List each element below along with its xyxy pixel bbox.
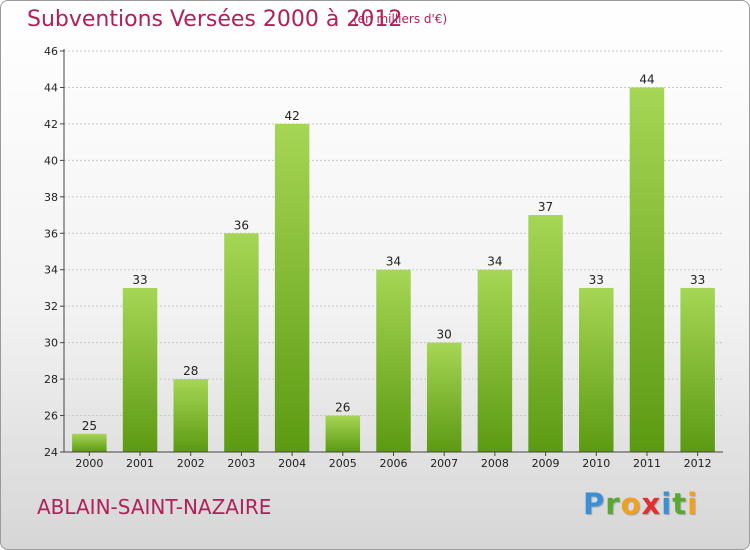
bar-2004 bbox=[274, 123, 310, 452]
logo-letter: x bbox=[641, 487, 662, 521]
value-label-2000: 25 bbox=[82, 419, 97, 433]
value-label-2007: 30 bbox=[437, 328, 452, 342]
x-tick-label-2008: 2008 bbox=[481, 457, 509, 470]
bar-2001 bbox=[122, 287, 158, 452]
y-tick-label: 38 bbox=[44, 191, 58, 204]
x-tick-label-2000: 2000 bbox=[75, 457, 103, 470]
value-label-2002: 28 bbox=[183, 364, 198, 378]
logo-letter: r bbox=[605, 487, 621, 521]
y-tick-label: 26 bbox=[44, 410, 58, 423]
x-tick-label-2003: 2003 bbox=[227, 457, 255, 470]
bar-2002 bbox=[173, 379, 208, 452]
bar-2005 bbox=[325, 415, 361, 452]
bar-2008 bbox=[477, 269, 513, 452]
y-tick-label: 28 bbox=[44, 373, 58, 386]
x-tick-label-2010: 2010 bbox=[582, 457, 610, 470]
x-tick-label-2002: 2002 bbox=[177, 457, 205, 470]
y-tick-label: 36 bbox=[44, 227, 58, 240]
labels: 24 26 28 30 32 34 36 38 40 42 44 46 25 2000 33 2001 28 20… bbox=[44, 45, 712, 470]
x-tick-label-2006: 2006 bbox=[380, 457, 408, 470]
logo-letter: P bbox=[583, 487, 606, 521]
proxiti-logo: Proxiti bbox=[583, 487, 698, 521]
x-tick-label-2009: 2009 bbox=[532, 457, 560, 470]
bar-2007 bbox=[426, 342, 462, 452]
bar-2011 bbox=[629, 87, 665, 453]
y-tick-label: 46 bbox=[44, 45, 58, 58]
value-label-2003: 36 bbox=[234, 218, 249, 232]
bar-2010 bbox=[579, 287, 614, 452]
bar-2003 bbox=[224, 233, 259, 452]
y-tick-label: 42 bbox=[44, 118, 58, 131]
y-tick-label: 32 bbox=[44, 300, 58, 313]
x-tick-label-2007: 2007 bbox=[430, 457, 458, 470]
bar-2006 bbox=[376, 269, 411, 452]
value-label-2012: 33 bbox=[690, 273, 705, 287]
value-label-2006: 34 bbox=[386, 255, 401, 269]
value-label-2001: 33 bbox=[132, 273, 147, 287]
y-tick-label: 40 bbox=[44, 154, 58, 167]
bar-2012 bbox=[680, 287, 715, 452]
bar-2000 bbox=[72, 433, 107, 452]
logo-letter: t bbox=[672, 487, 688, 521]
value-label-2011: 44 bbox=[639, 72, 654, 86]
value-label-2008: 34 bbox=[487, 255, 502, 269]
value-label-2004: 42 bbox=[284, 109, 299, 123]
y-tick-label: 34 bbox=[44, 264, 58, 277]
chart-subtitle: (en milliers d'€) bbox=[353, 12, 448, 26]
axes bbox=[60, 49, 723, 456]
bars bbox=[72, 87, 715, 453]
value-label-2010: 33 bbox=[589, 273, 604, 287]
y-tick-label: 30 bbox=[44, 337, 58, 350]
value-label-2005: 26 bbox=[335, 401, 350, 415]
x-tick-label-2004: 2004 bbox=[278, 457, 306, 470]
x-tick-label-2012: 2012 bbox=[684, 457, 712, 470]
value-label-2009: 37 bbox=[538, 200, 553, 214]
bar-2009 bbox=[528, 215, 563, 452]
x-tick-label-2005: 2005 bbox=[329, 457, 357, 470]
chart-title: Subventions Versées 2000 à 2012 bbox=[27, 7, 403, 32]
x-tick-label-2001: 2001 bbox=[126, 457, 154, 470]
logo-letter: i bbox=[687, 487, 699, 521]
commune-name: ABLAIN-SAINT-NAZAIRE bbox=[37, 495, 272, 519]
y-tick-label: 44 bbox=[44, 81, 58, 94]
y-tick-label: 24 bbox=[44, 446, 58, 459]
logo-letter: o bbox=[620, 487, 642, 521]
x-tick-label-2011: 2011 bbox=[633, 457, 661, 470]
logo-letter: i bbox=[661, 487, 673, 521]
